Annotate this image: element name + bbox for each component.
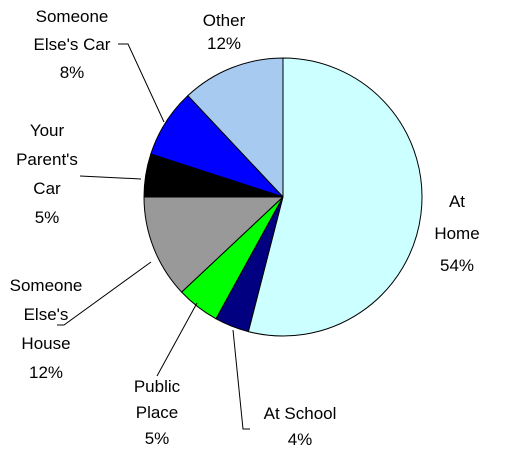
pie-slice (247, 57, 423, 337)
value-label: 54% (439, 256, 475, 275)
leader-line (57, 261, 152, 326)
category-label: Someone Else's Car (33, 7, 111, 54)
category-label: At School (263, 404, 337, 423)
leader-line (118, 43, 165, 123)
category-label: Someone Else's House (9, 276, 83, 353)
leader-lines (57, 43, 250, 430)
value-label: 12% (28, 363, 64, 382)
value-label: 4% (287, 430, 313, 449)
slice-label: Your Parent's Car 5% (16, 116, 78, 232)
pie-slice (143, 196, 285, 293)
value-label: 5% (34, 208, 60, 227)
value-label: 12% (206, 34, 242, 53)
slice-label: Public Place 5% (134, 374, 180, 452)
value-label: 8% (59, 63, 85, 82)
category-label: Your Parent's Car (16, 121, 78, 198)
leader-line (156, 302, 198, 377)
leader-line (79, 175, 142, 180)
pie-slice (187, 57, 284, 199)
slice-label: Someone Else's House 12% (10, 271, 83, 387)
slice-label: At Home 54% (428, 186, 486, 282)
leader-line (232, 329, 250, 430)
category-label: Public Place (133, 377, 181, 422)
category-label: Other (202, 11, 246, 30)
category-label: At Home (434, 192, 480, 243)
slice-label: At School 4% (264, 401, 337, 453)
slice-label: Other 12% (203, 9, 246, 55)
value-label: 5% (144, 429, 170, 448)
slice-label: Someone Else's Car 8% (34, 3, 111, 87)
